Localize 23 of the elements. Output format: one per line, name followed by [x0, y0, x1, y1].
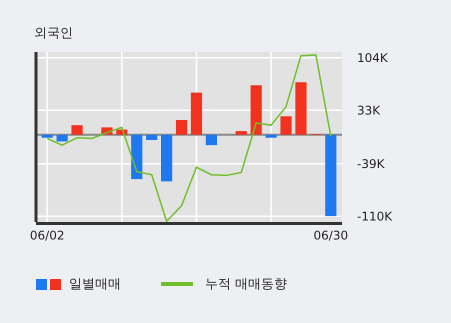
- bar: [176, 120, 188, 135]
- y-tick-label: -110K: [357, 209, 394, 224]
- y-tick-label: 104K: [357, 51, 389, 66]
- chart-title: 외국인: [34, 26, 73, 41]
- bar: [190, 92, 202, 135]
- y-tick-label: -39K: [357, 156, 386, 171]
- bar: [131, 134, 142, 180]
- bar: [161, 134, 172, 182]
- bar: [250, 85, 262, 135]
- bar: [146, 134, 158, 140]
- legend-label: 일별매매: [69, 276, 121, 293]
- bar: [295, 82, 307, 135]
- line-series: [46, 54, 332, 222]
- bar: [280, 116, 292, 135]
- bar: [325, 134, 336, 216]
- bar: [206, 134, 217, 146]
- bar: [71, 125, 83, 135]
- y-tick-label: 33K: [357, 104, 382, 118]
- x-tick-label: 06/02: [30, 228, 64, 242]
- bar: [56, 134, 68, 142]
- bar: [236, 131, 247, 135]
- legend-label: 누적 매매동향: [205, 276, 288, 293]
- x-tick-label: 06/30: [314, 228, 348, 242]
